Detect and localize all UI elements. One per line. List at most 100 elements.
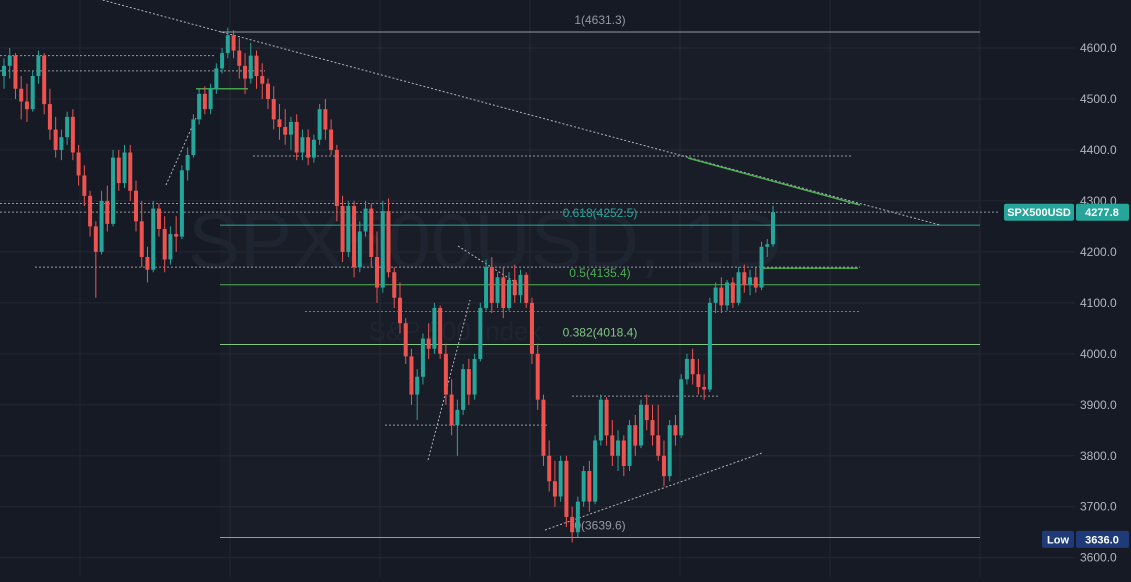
- candle[interactable]: [254, 50, 259, 89]
- candle[interactable]: [420, 333, 425, 385]
- candle[interactable]: [237, 37, 242, 79]
- candle[interactable]: [684, 353, 689, 385]
- candle[interactable]: [340, 195, 345, 263]
- candle[interactable]: [616, 430, 621, 472]
- candle[interactable]: [19, 76, 24, 120]
- candle[interactable]: [529, 297, 534, 365]
- candle[interactable]: [185, 147, 190, 181]
- candle[interactable]: [156, 203, 161, 237]
- candle[interactable]: [243, 53, 248, 94]
- candle[interactable]: [197, 88, 202, 125]
- candle[interactable]: [231, 30, 236, 59]
- candle[interactable]: [306, 129, 311, 166]
- candle[interactable]: [88, 190, 93, 237]
- candle[interactable]: [47, 88, 52, 140]
- candle[interactable]: [581, 465, 586, 507]
- candle[interactable]: [323, 98, 328, 140]
- candle[interactable]: [507, 272, 512, 311]
- candle[interactable]: [294, 114, 299, 161]
- candle[interactable]: [260, 63, 265, 99]
- candle[interactable]: [7, 48, 12, 79]
- candle[interactable]: [397, 282, 402, 334]
- candle[interactable]: [696, 358, 701, 395]
- candle[interactable]: [208, 83, 213, 115]
- candle[interactable]: [415, 369, 420, 421]
- candle[interactable]: [702, 374, 707, 400]
- candle[interactable]: [598, 394, 603, 446]
- candle[interactable]: [759, 241, 764, 291]
- candle[interactable]: [162, 216, 167, 273]
- candle[interactable]: [13, 53, 18, 99]
- candle[interactable]: [168, 226, 173, 265]
- candle[interactable]: [403, 318, 408, 365]
- candle[interactable]: [202, 86, 207, 115]
- candle[interactable]: [719, 277, 724, 314]
- candle[interactable]: [426, 323, 431, 359]
- candle[interactable]: [679, 374, 684, 438]
- candle[interactable]: [220, 48, 225, 74]
- candle[interactable]: [650, 404, 655, 446]
- candle[interactable]: [524, 272, 529, 308]
- candle[interactable]: [128, 144, 133, 201]
- candle[interactable]: [265, 78, 270, 110]
- candle[interactable]: [300, 129, 305, 161]
- candle[interactable]: [621, 435, 626, 477]
- candle[interactable]: [65, 111, 70, 145]
- candle[interactable]: [288, 116, 293, 150]
- candle[interactable]: [713, 282, 718, 314]
- candle[interactable]: [93, 221, 98, 298]
- green-trend-segment[interactable]: [687, 157, 861, 206]
- candle[interactable]: [765, 239, 770, 257]
- candle[interactable]: [346, 200, 351, 257]
- candle[interactable]: [369, 203, 374, 268]
- candle[interactable]: [352, 200, 357, 278]
- candle[interactable]: [145, 246, 150, 283]
- candle[interactable]: [386, 198, 391, 278]
- candle[interactable]: [725, 279, 730, 311]
- candle[interactable]: [225, 27, 230, 59]
- candle[interactable]: [547, 440, 552, 492]
- candle[interactable]: [748, 269, 753, 296]
- candle[interactable]: [357, 221, 362, 273]
- candle[interactable]: [667, 420, 672, 482]
- candle[interactable]: [363, 200, 368, 237]
- candle[interactable]: [552, 460, 557, 507]
- candle[interactable]: [518, 269, 523, 303]
- candle[interactable]: [105, 185, 110, 232]
- candle[interactable]: [59, 129, 64, 161]
- candle[interactable]: [317, 104, 322, 145]
- candle[interactable]: [30, 70, 35, 112]
- candle[interactable]: [501, 267, 506, 319]
- uptrend-line-mid[interactable]: [427, 299, 471, 461]
- candle[interactable]: [36, 50, 41, 84]
- candle[interactable]: [392, 267, 397, 308]
- candle[interactable]: [438, 305, 443, 359]
- candle[interactable]: [375, 231, 380, 303]
- candle[interactable]: [541, 394, 546, 466]
- candle[interactable]: [277, 104, 282, 140]
- candle[interactable]: [495, 272, 500, 308]
- candle[interactable]: [656, 404, 661, 461]
- candle[interactable]: [610, 420, 615, 466]
- candle[interactable]: [271, 86, 276, 130]
- candle[interactable]: [604, 397, 609, 446]
- candle[interactable]: [644, 394, 649, 431]
- candle[interactable]: [535, 343, 540, 410]
- candle[interactable]: [111, 149, 116, 227]
- candle[interactable]: [730, 277, 735, 308]
- candle[interactable]: [82, 165, 87, 207]
- candle[interactable]: [311, 134, 316, 163]
- candle[interactable]: [690, 348, 695, 385]
- candle[interactable]: [409, 348, 414, 405]
- candle[interactable]: [76, 144, 81, 186]
- candle[interactable]: [489, 256, 494, 314]
- candle[interactable]: [42, 53, 47, 115]
- candle[interactable]: [133, 180, 138, 232]
- candle[interactable]: [99, 190, 104, 255]
- candle[interactable]: [248, 42, 253, 84]
- candle[interactable]: [334, 144, 339, 222]
- candle[interactable]: [139, 200, 144, 268]
- candle[interactable]: [707, 297, 712, 393]
- candle[interactable]: [53, 116, 58, 158]
- candle[interactable]: [443, 343, 448, 405]
